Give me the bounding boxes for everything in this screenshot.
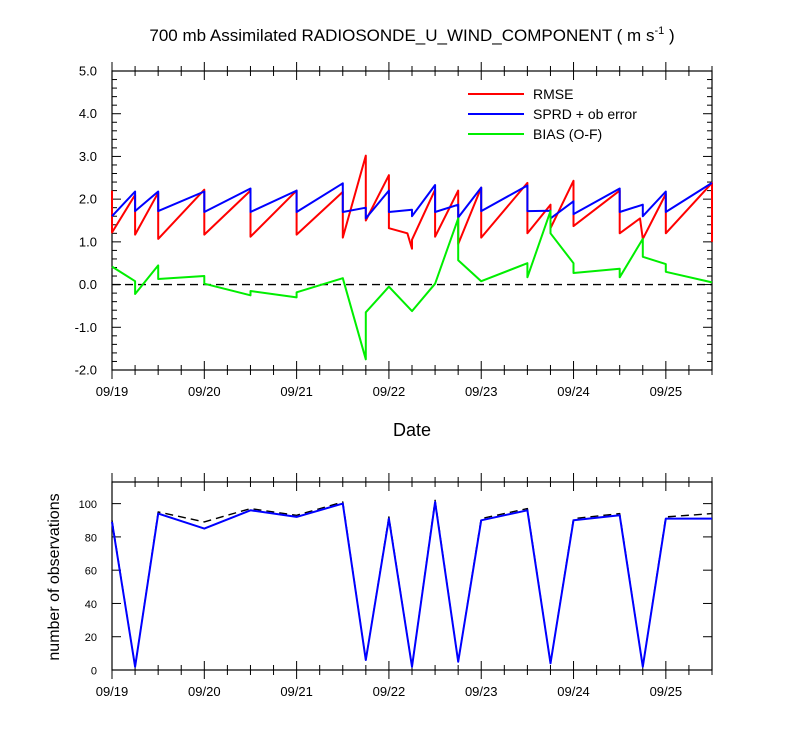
series-line-rmse: [111, 154, 713, 250]
y-tick-label: 4.0: [79, 106, 97, 121]
y-tick-label: 100: [79, 499, 97, 511]
y-tick-label: 60: [85, 566, 97, 578]
x-tick-label: 09/23: [465, 684, 498, 699]
chart-title-end: ): [664, 26, 674, 45]
x-axis-label: Date: [393, 420, 431, 440]
y-tick-label: -2.0: [75, 363, 97, 378]
y-tick-label: 2.0: [79, 192, 97, 207]
x-tick-label: 09/25: [650, 684, 683, 699]
chart-title-main: 700 mb Assimilated RADIOSONDE_U_WIND_COM…: [149, 26, 654, 45]
legend-label: RMSE: [533, 86, 573, 102]
y-tick-label: 80: [85, 532, 97, 544]
bottom-panel: 09/19 09/20 09/21 09/22 09/23 09/24 09/25 0 20 40…: [79, 473, 713, 699]
top-panel: 09/19 09/20 09/21 09/22 09/23 09/24 09/25 5.0 4.…: [75, 62, 713, 399]
x-tick-label: 09/21: [280, 384, 313, 399]
x-tick-label: 09/24: [557, 384, 590, 399]
x-tick-label: 09/20: [188, 684, 221, 699]
chart-title: 700 mb Assimilated RADIOSONDE_U_WIND_COM…: [149, 25, 674, 45]
y-tick-label: 3.0: [79, 149, 97, 164]
x-tick-label: 09/24: [557, 684, 590, 699]
x-tick-label: 09/22: [373, 684, 406, 699]
y-tick-label: 5.0: [79, 64, 97, 79]
legend-label: BIAS (O-F): [533, 126, 602, 142]
x-tick-label: 09/23: [465, 384, 498, 399]
y-tick-label: -1.0: [75, 320, 97, 335]
chart-title-superscript: -1: [654, 25, 664, 37]
y-tick-label: 40: [85, 599, 97, 611]
y-tick-label: 20: [85, 632, 97, 644]
legend-label: SPRD + ob error: [533, 106, 637, 122]
x-tick-label: 09/20: [188, 384, 221, 399]
x-tick-label: 09/19: [96, 384, 129, 399]
y-tick-label: 0.0: [79, 277, 97, 292]
x-tick-label: 09/19: [96, 684, 129, 699]
series-line-obs-used: [111, 501, 712, 668]
x-tick-label: 09/25: [650, 384, 683, 399]
series-line-sprd-ob-error: [111, 182, 713, 220]
x-tick-label: 09/21: [280, 684, 313, 699]
plot-frame: [111, 481, 713, 671]
y-tick-label: 1.0: [79, 234, 97, 249]
series-line-bias-o-f: [111, 210, 713, 361]
x-tick-label: 09/22: [373, 384, 406, 399]
y-tick-label: 0: [91, 666, 97, 678]
bottom-y-axis-label: number of observations: [46, 493, 63, 660]
